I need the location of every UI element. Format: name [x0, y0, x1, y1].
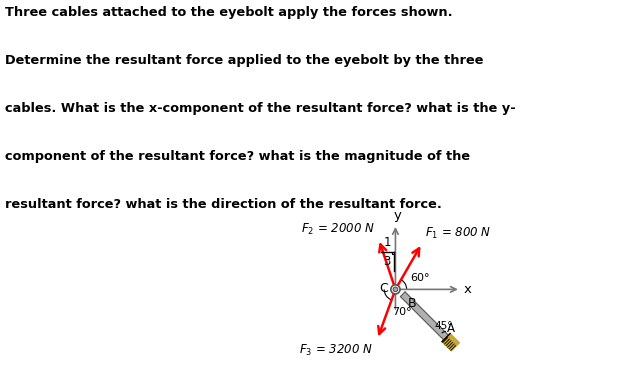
Text: resultant force? what is the direction of the resultant force.: resultant force? what is the direction o… [5, 198, 442, 211]
Text: component of the resultant force? what is the magnitude of the: component of the resultant force? what i… [5, 150, 470, 163]
Text: 45°: 45° [434, 321, 453, 331]
Text: y: y [394, 209, 401, 222]
Text: Three cables attached to the eyebolt apply the forces shown.: Three cables attached to the eyebolt app… [5, 6, 453, 19]
Text: C: C [379, 282, 388, 295]
Text: 70°: 70° [392, 306, 412, 316]
Polygon shape [442, 334, 459, 351]
Text: x: x [464, 283, 471, 296]
Text: cables. What is the x-component of the resultant force? what is the y-: cables. What is the x-component of the r… [5, 102, 516, 115]
Text: A: A [447, 322, 455, 335]
Text: 3: 3 [383, 255, 390, 268]
Circle shape [391, 285, 400, 294]
Text: 1: 1 [384, 236, 391, 249]
Text: Determine the resultant force applied to the eyebolt by the three: Determine the resultant force applied to… [5, 54, 483, 67]
Text: 60°: 60° [410, 273, 430, 283]
Circle shape [393, 287, 397, 292]
Text: $F_1$ = 800 N: $F_1$ = 800 N [426, 226, 492, 242]
Polygon shape [401, 292, 448, 340]
Text: $F_3$ = 3200 N: $F_3$ = 3200 N [299, 342, 373, 358]
Text: B: B [408, 297, 417, 310]
Text: $F_2$ = 2000 N: $F_2$ = 2000 N [301, 222, 375, 237]
